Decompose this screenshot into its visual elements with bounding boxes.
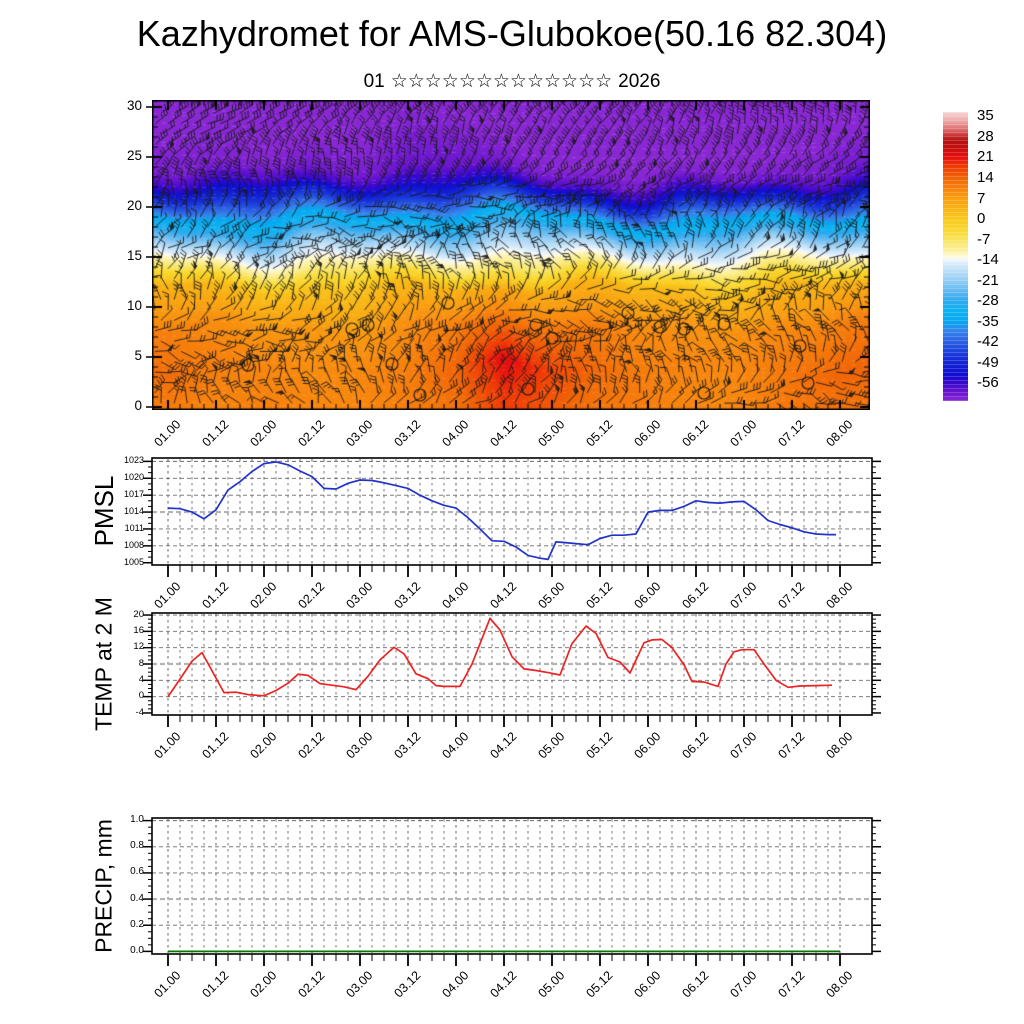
main-ytick-label: 0 — [134, 398, 142, 413]
precip-ytick-label: 0.4 — [130, 892, 144, 904]
temp-2m-ytick-label: 12 — [133, 641, 144, 653]
colorbar-tick-label: 35 — [977, 107, 994, 125]
pmsl-ytick-label: 1008 — [123, 539, 144, 550]
precip-ytick-label: 0.2 — [130, 918, 144, 930]
colorbar-tick-label: 21 — [977, 148, 994, 166]
precip-axis-title: PRECIP, mm — [90, 819, 117, 953]
pmsl-ytick-label: 1023 — [123, 455, 144, 466]
pmsl-ytick-label: 1020 — [123, 472, 144, 483]
pmsl-ytick-label: 1017 — [123, 489, 144, 500]
colorbar — [943, 112, 968, 401]
pmsl-ytick-label: 1005 — [123, 556, 144, 567]
temp-2m-ytick-label: 8 — [138, 657, 144, 669]
colorbar-stripes — [943, 112, 968, 401]
colorbar-tick-label: -14 — [977, 251, 999, 269]
colorbar-tick-label: -21 — [977, 271, 999, 289]
temperature-section-heatmap — [152, 100, 870, 410]
colorbar-tick-label: 28 — [977, 127, 994, 145]
colorbar-tick-label: -56 — [977, 374, 999, 392]
precip-ytick-label: 1.0 — [130, 814, 144, 826]
precip-ytick-label: 0.8 — [130, 840, 144, 852]
colorbar-tick-label: -42 — [977, 333, 999, 351]
main-ytick-label: 10 — [126, 298, 142, 313]
temp-2m-ytick-label: 0 — [138, 690, 144, 702]
pmsl-ytick-label: 1014 — [123, 506, 144, 517]
subtitle-stars: ☆☆☆☆☆☆☆☆☆☆☆☆☆ — [390, 71, 613, 92]
temp-2m-ytick-label: -4 — [135, 706, 144, 718]
page-title: Kazhydromet for AMS-Glubokoe(50.16 82.30… — [136, 13, 888, 54]
pmsl-ytick-label: 1011 — [124, 523, 144, 533]
colorbar-tick-label: 14 — [977, 169, 994, 186]
precip-ytick-label: 0.0 — [130, 944, 144, 956]
colorbar-tick-label: -28 — [977, 292, 999, 310]
main-ytick-label: 20 — [126, 198, 142, 213]
temp-2m-ytick-label: 16 — [133, 625, 144, 637]
temp-2m-ytick-label: 20 — [133, 608, 144, 620]
colorbar-tick-label: 7 — [977, 189, 986, 207]
main-ytick-label: 5 — [134, 348, 142, 363]
colorbar-tick-label: -7 — [977, 230, 991, 248]
main-ytick-label: 30 — [126, 98, 142, 113]
colorbar-tick-label: -49 — [977, 353, 999, 371]
main-ytick-label: 15 — [126, 248, 142, 263]
subtitle-day: 01 — [363, 71, 385, 92]
subtitle-year: 2026 — [618, 71, 661, 92]
main-ytick-label: 25 — [126, 148, 142, 163]
colorbar-tick-label: -35 — [977, 312, 999, 330]
colorbar-tick-label: 0 — [977, 210, 986, 228]
temp-2m-ytick-label: 4 — [138, 674, 144, 686]
precip-ytick-label: 0.6 — [130, 866, 144, 878]
main-panel-subtitle: 01 ☆☆☆☆☆☆☆☆☆☆☆☆☆ 2026 — [0, 72, 1024, 91]
